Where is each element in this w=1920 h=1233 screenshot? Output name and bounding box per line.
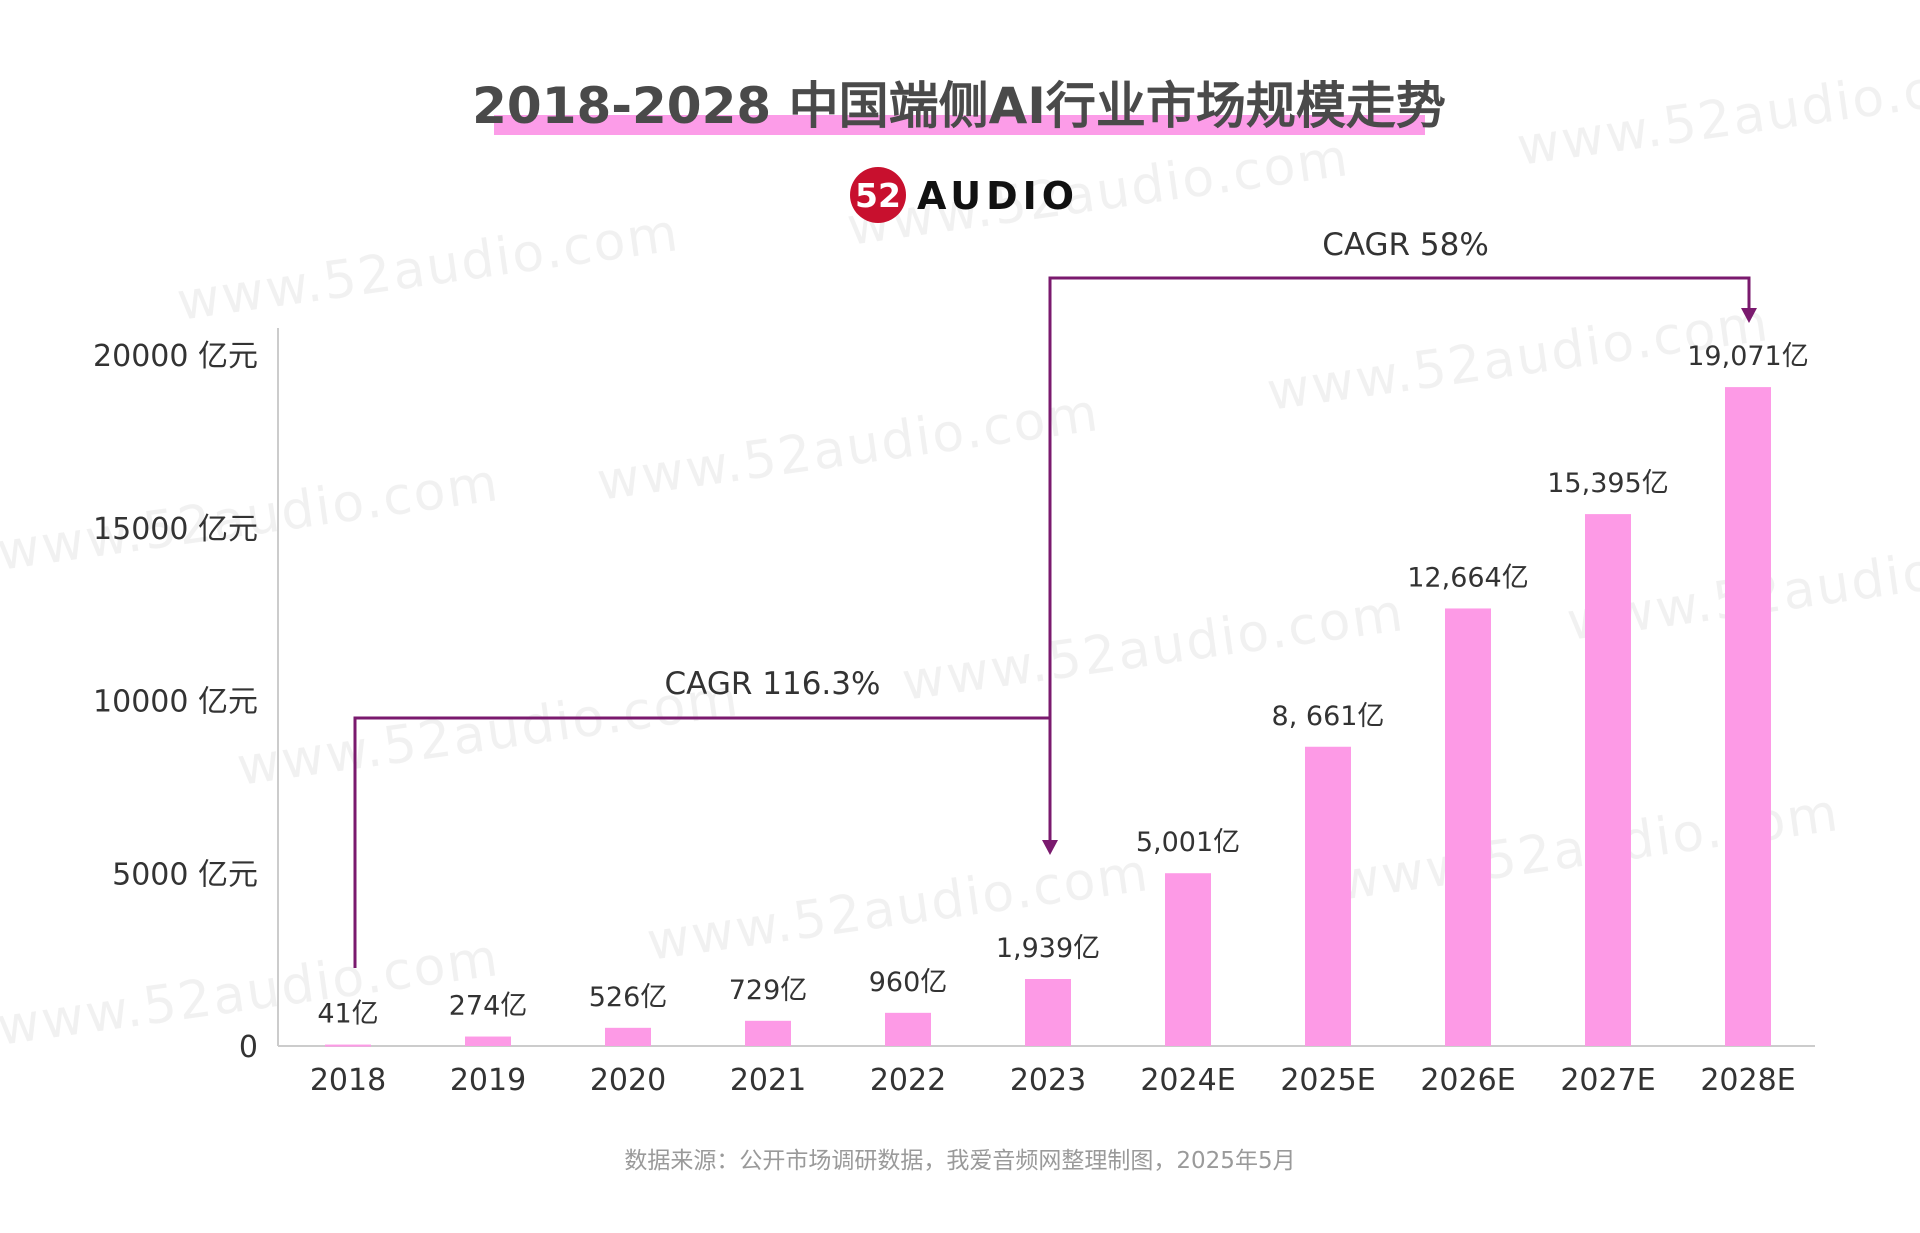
data-label-2025E: 8, 661亿 xyxy=(1272,701,1385,732)
x-tick-label: 2023 xyxy=(1010,1063,1086,1098)
bar-2027E xyxy=(1585,514,1631,1046)
data-label-2018: 41亿 xyxy=(317,999,378,1030)
data-label-2024E: 5,001亿 xyxy=(1136,827,1240,858)
data-label-2027E: 15,395亿 xyxy=(1547,468,1668,499)
x-tick-label: 2028E xyxy=(1700,1063,1795,1098)
watermark-text: www.52audio.com xyxy=(1513,48,1920,178)
data-label-2026E: 12,664亿 xyxy=(1407,562,1528,593)
logo-text: AUDIO xyxy=(917,174,1079,218)
x-tick-label: 2018 xyxy=(310,1063,386,1098)
x-tick-label: 2021 xyxy=(730,1063,806,1098)
x-tick-label: 2024E xyxy=(1140,1063,1235,1098)
bar-2021 xyxy=(745,1020,791,1046)
arrow-down-icon xyxy=(1741,308,1757,323)
y-tick-label: 0 xyxy=(239,1030,258,1065)
y-tick-label: 15000 亿元 xyxy=(93,512,258,547)
cagr-annotations: CAGR 116.3% CAGR 58% xyxy=(353,227,1757,968)
cagr-label-1: CAGR 116.3% xyxy=(665,666,881,702)
cagr-label-2: CAGR 58% xyxy=(1322,227,1489,263)
arrow-down-icon xyxy=(1042,840,1058,855)
x-tick-label: 2020 xyxy=(590,1063,666,1098)
x-tick-label: 2026E xyxy=(1420,1063,1515,1098)
x-tick-label: 2022 xyxy=(870,1063,946,1098)
data-labels: 41亿 274亿 526亿 729亿 960亿 1,939亿 5,001亿 8, 661亿 12… xyxy=(317,341,1808,1029)
logo: 52 AUDIO xyxy=(850,167,1079,223)
title-highlight xyxy=(494,115,1425,135)
data-label-2021: 729亿 xyxy=(729,975,808,1006)
bar-2023 xyxy=(1025,979,1071,1046)
data-label-2028E: 19,071亿 xyxy=(1687,341,1808,372)
x-tick-label: 2027E xyxy=(1560,1063,1655,1098)
bar-2019 xyxy=(465,1036,511,1046)
source-note: 数据来源：公开市场调研数据，我爱音频网整理制图，2025年5月 xyxy=(624,1148,1295,1174)
bar-2022 xyxy=(885,1012,931,1046)
bar-2020 xyxy=(605,1027,651,1046)
logo-mark-text: 52 xyxy=(855,176,901,215)
watermark-text: www.52audio.com xyxy=(593,383,1103,513)
cagr-bracket-2 xyxy=(1048,276,1751,718)
bar-2025E xyxy=(1305,746,1351,1046)
bar-2018 xyxy=(325,1044,371,1047)
y-tick-label: 5000 亿元 xyxy=(112,857,258,892)
chart-title: 2018-2028 中国端侧AI行业市场规模走势 xyxy=(472,77,1446,135)
y-axis-ticks: 0 5000 亿元 10000 亿元 15000 亿元 20000 亿元 xyxy=(93,339,258,1065)
logo-mark-icon xyxy=(850,167,906,223)
y-tick-label: 10000 亿元 xyxy=(93,685,258,720)
x-tick-label: 2019 xyxy=(450,1063,526,1098)
cagr-bracket-1 xyxy=(353,716,1052,968)
data-label-2023: 1,939亿 xyxy=(996,933,1100,964)
bar-2028E xyxy=(1725,387,1771,1047)
bar-2024E xyxy=(1165,873,1211,1046)
watermark-text: www.52audio.com xyxy=(173,203,683,333)
data-label-2019: 274亿 xyxy=(449,991,528,1022)
y-tick-label: 20000 亿元 xyxy=(93,339,258,374)
watermark-text: www.52audio.com xyxy=(898,583,1408,713)
bar-2026E xyxy=(1445,608,1491,1046)
data-label-2020: 526亿 xyxy=(589,982,668,1013)
x-axis-ticks: 2018 2019 2020 2021 2022 2023 2024E 2025E 2026E 2… xyxy=(310,1063,1796,1098)
bars xyxy=(325,387,1771,1047)
x-tick-label: 2025E xyxy=(1280,1063,1375,1098)
data-label-2022: 960亿 xyxy=(869,967,948,998)
